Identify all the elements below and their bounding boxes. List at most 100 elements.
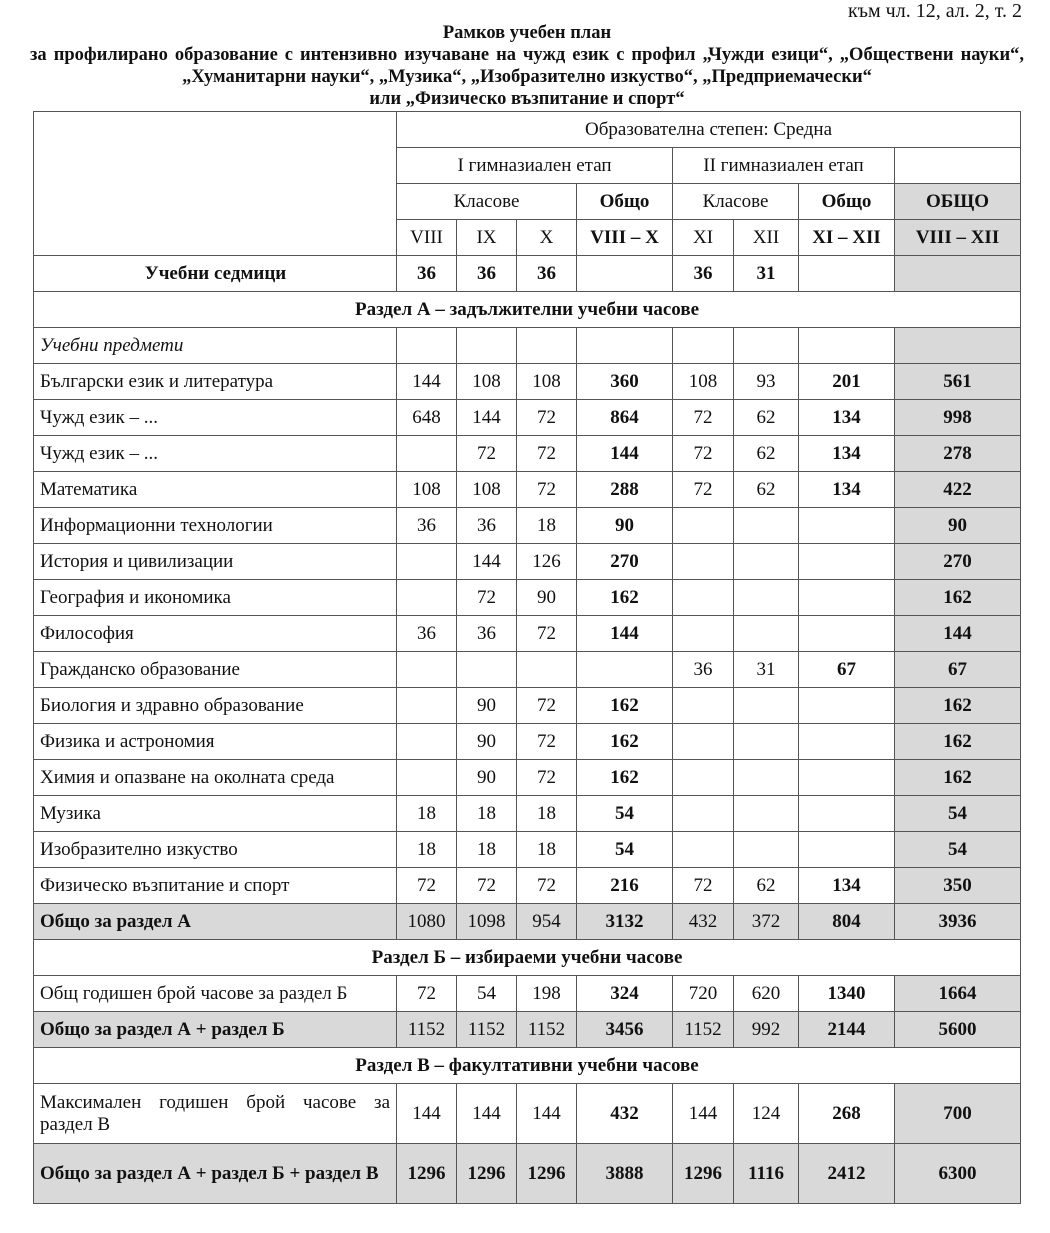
row-label: Физическо възпитание и спорт	[33, 867, 397, 904]
value-cell	[396, 579, 457, 616]
header-row-grades: VIII IX X VIII – X XI XII XI – XII VIII …	[34, 219, 1022, 256]
value-cell: 62	[733, 867, 799, 904]
section-a-row: Раздел А – задължителни учебни часове	[32, 291, 1022, 328]
grade-header: X	[516, 219, 577, 256]
value-cell: 36	[516, 255, 577, 292]
value-cell: 144	[516, 1083, 577, 1144]
row-label: Общо за раздел А	[33, 903, 397, 940]
value-cell	[733, 507, 799, 544]
row-label: Чужд език – ...	[33, 399, 397, 436]
subject-row: Биология и здравно образование 90 72 162 162	[33, 687, 1022, 724]
total-a-row: Общо за раздел А 1080 1098 954 3132 432 372 804…	[33, 903, 1022, 940]
value-cell: 270	[576, 543, 673, 580]
value-cell: 90	[893, 507, 1022, 544]
subjects-label: Учебни предмети	[33, 327, 397, 364]
value-cell: 90	[576, 507, 673, 544]
value-cell: 162	[576, 759, 673, 796]
value-cell	[798, 687, 895, 724]
value-cell: 72	[396, 975, 457, 1012]
value-cell: 72	[672, 399, 734, 436]
value-cell	[576, 651, 673, 688]
subject-row: География и икономика 72 90 162 162	[33, 579, 1022, 616]
value-cell: 72	[516, 471, 577, 508]
value-cell: 54	[456, 975, 517, 1012]
value-cell	[396, 723, 457, 760]
value-cell: 360	[576, 363, 673, 400]
value-cell: 162	[893, 723, 1022, 760]
section-heading: Раздел Б – избираеми учебни часове	[32, 939, 1022, 976]
header-row-degree: Образователна степен: Средна	[33, 111, 1022, 256]
value-cell: 1296	[672, 1143, 734, 1204]
row-label: Гражданско образование	[33, 651, 397, 688]
value-cell: 804	[798, 903, 895, 940]
value-cell: 561	[893, 363, 1022, 400]
row-label: История и цивилизации	[33, 543, 397, 580]
value-cell: 162	[893, 687, 1022, 724]
value-cell: 1152	[396, 1011, 457, 1048]
value-cell	[672, 759, 734, 796]
value-cell: 162	[893, 759, 1022, 796]
value-cell: 90	[456, 687, 517, 724]
value-cell: 422	[893, 471, 1022, 508]
value-cell	[576, 255, 673, 292]
value-cell	[893, 255, 1022, 292]
value-cell: 144	[456, 399, 517, 436]
value-cell	[733, 759, 799, 796]
header-corner	[33, 111, 397, 256]
row-label: Химия и опазване на околната среда	[33, 759, 397, 796]
section-heading: Раздел В – факултативни учебни часове	[32, 1047, 1022, 1084]
value-cell: 1296	[516, 1143, 577, 1204]
value-cell: 54	[893, 795, 1022, 832]
grand-total-header: ОБЩО	[893, 183, 1022, 220]
value-cell	[672, 543, 734, 580]
value-cell: 1296	[396, 1143, 457, 1204]
value-cell: 144	[672, 1083, 734, 1144]
value-cell: 1152	[672, 1011, 734, 1048]
value-cell: 90	[516, 579, 577, 616]
value-cell	[798, 759, 895, 796]
value-cell: 432	[672, 903, 734, 940]
value-cell: 3888	[576, 1143, 673, 1204]
empty-cell	[576, 327, 673, 364]
value-cell: 72	[516, 615, 577, 652]
value-cell: 72	[456, 435, 517, 472]
value-cell	[733, 543, 799, 580]
value-cell: 162	[576, 723, 673, 760]
subtitle: за профилирано образование с интензивно …	[30, 45, 1024, 87]
row-label: Информационни технологии	[33, 507, 397, 544]
value-cell	[672, 507, 734, 544]
subtitle-line3: или „Физическо възпитание и спорт“	[369, 89, 685, 109]
value-cell: 1080	[396, 903, 457, 940]
value-cell: 36	[456, 615, 517, 652]
document-reference: към чл. 12, ал. 2, т. 2	[847, 0, 1022, 22]
row-label: Чужд език – ...	[33, 435, 397, 472]
value-cell: 2412	[798, 1143, 895, 1204]
value-cell: 1664	[893, 975, 1022, 1012]
grade-header: VIII	[396, 219, 457, 256]
value-cell: 62	[733, 435, 799, 472]
value-cell: 36	[396, 255, 457, 292]
total-abc-row: Общо за раздел А + раздел Б + раздел В 12…	[33, 1143, 1022, 1204]
value-cell: 72	[516, 759, 577, 796]
value-cell: 700	[893, 1083, 1022, 1144]
value-cell: 1340	[798, 975, 895, 1012]
value-cell: 134	[798, 435, 895, 472]
value-cell: 31	[733, 651, 799, 688]
row-label: География и икономика	[33, 579, 397, 616]
value-cell: 108	[396, 471, 457, 508]
value-cell: 18	[396, 795, 457, 832]
value-cell	[798, 615, 895, 652]
value-cell: 72	[672, 867, 734, 904]
section-heading: Раздел А – задължителни учебни часове	[32, 291, 1022, 328]
row-label: Български език и литература	[33, 363, 397, 400]
total-ab-row: Общо за раздел А + раздел Б 1152 1152 1152 3…	[33, 1011, 1022, 1048]
value-cell	[672, 723, 734, 760]
curriculum-table: Образователна степен: Средна I гимназиал…	[32, 111, 1022, 1204]
value-cell: 720	[672, 975, 734, 1012]
classes1-header: Класове	[396, 183, 577, 220]
row-label: Музика	[33, 795, 397, 832]
stage-empty	[893, 147, 1022, 184]
value-cell: 278	[893, 435, 1022, 472]
value-cell	[798, 795, 895, 832]
grade-header: XI	[672, 219, 734, 256]
